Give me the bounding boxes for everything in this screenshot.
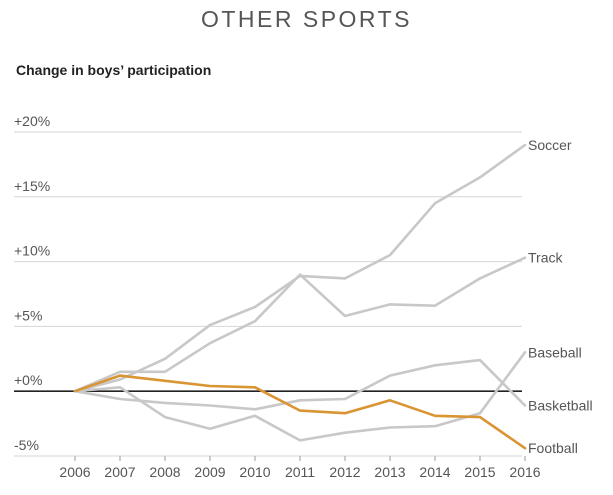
x-tick-label: 2012	[329, 464, 360, 480]
x-tick-label: 2007	[104, 464, 135, 480]
chart-title: OTHER SPORTS	[200, 6, 413, 32]
x-tick-label: 2006	[59, 464, 90, 480]
x-tick-label: 2015	[464, 464, 495, 480]
x-axis: 2006 2007 2008 2009 2010 2011 2012 2013 2014 2015…	[59, 456, 541, 480]
series-line-track	[73, 256, 527, 393]
x-tick-label: 2011	[285, 464, 315, 480]
y-tick-label: +15%	[14, 178, 50, 194]
grid-layer: -5% +0% +5% +10% +15% +20%	[14, 113, 522, 457]
x-tick-label: 2009	[194, 464, 225, 480]
series-label-baseball: Baseball	[528, 344, 582, 360]
series-label-soccer: Soccer	[528, 137, 572, 153]
y-tick-label: -5%	[14, 437, 39, 453]
y-tick-label: +0%	[14, 372, 42, 388]
series-line-baseball	[73, 350, 527, 442]
series-label-basketball: Basketball	[528, 397, 593, 413]
x-tick-label: 2010	[239, 464, 270, 480]
y-tick-label: +20%	[14, 113, 50, 129]
x-tick-label: 2008	[149, 464, 180, 480]
series-label-layer: Soccer Track Baseball Basketball Football	[528, 137, 593, 456]
y-tick-label: +10%	[14, 243, 50, 259]
series-layer	[73, 143, 527, 450]
chart-subtitle: Change in boys’ participation	[16, 62, 212, 78]
series-label-track: Track	[528, 250, 563, 266]
x-tick-label: 2014	[419, 464, 450, 480]
series-line-soccer	[73, 143, 527, 393]
x-tick-label: 2013	[374, 464, 405, 480]
x-tick-label: 2016	[509, 464, 540, 480]
series-line-football	[73, 374, 527, 450]
series-label-football: Football	[528, 440, 578, 456]
y-tick-label: +5%	[14, 307, 42, 323]
series-line-basketball	[73, 358, 527, 411]
